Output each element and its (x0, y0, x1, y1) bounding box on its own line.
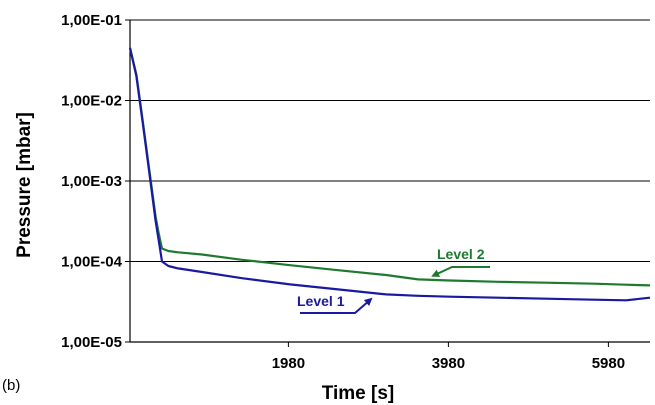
x-axis-title: Time [s] (322, 383, 395, 404)
grid (130, 19, 650, 262)
y-axis-title: Pressure [mbar] (14, 112, 35, 258)
y-tick-label: 1,00E-03 (61, 173, 122, 190)
annotation-level-2: Level 2 (437, 246, 485, 262)
x-tick-label: 1980 (272, 355, 305, 372)
x-tick-labels: 1980 3980 5980 (272, 342, 625, 372)
y-tick-label: 1,00E-02 (61, 93, 122, 110)
annotation-arrow-level-1 (300, 297, 373, 314)
y-tick-label: 1,00E-04 (61, 254, 123, 271)
y-tick-label: 1,00E-01 (61, 12, 122, 29)
x-tick-label: 5980 (592, 355, 625, 372)
y-tick-labels: 1,00E-05 1,00E-04 1,00E-03 1,00E-02 1,00E-01 (61, 12, 130, 351)
series-line-level-1 (128, 47, 651, 302)
x-tick-label: 3980 (432, 355, 465, 372)
annotation-level-1: Level 1 (297, 293, 345, 309)
series-layer (128, 47, 651, 302)
annotation-arrow-level-2 (431, 266, 490, 277)
y-tick-label: 1,00E-05 (61, 334, 122, 351)
annotations: Level 1 Level 2 (297, 246, 490, 314)
panel-label: (b) (2, 377, 20, 394)
